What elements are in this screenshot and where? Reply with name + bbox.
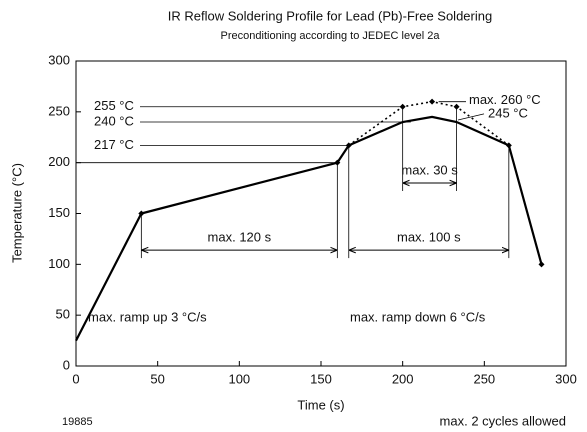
y-tick-label: 250 bbox=[48, 103, 70, 118]
note: max. ramp up 3 °C/s bbox=[88, 309, 207, 324]
reference-label: 217 °C bbox=[94, 137, 134, 152]
data-point bbox=[334, 159, 341, 166]
note: max. ramp down 6 °C/s bbox=[350, 309, 486, 324]
data-point bbox=[138, 210, 145, 217]
y-tick-label: 50 bbox=[56, 307, 70, 322]
dimension-label: max. 30 s bbox=[401, 162, 458, 177]
chart-subtitle: Preconditioning according to JEDEC level… bbox=[221, 30, 441, 42]
profile-line bbox=[75, 115, 543, 342]
peak-label: max. 260 °C bbox=[469, 92, 541, 107]
x-tick-label: 0 bbox=[72, 371, 79, 386]
footnote: max. 2 cycles allowed bbox=[440, 413, 566, 428]
y-tick-label: 100 bbox=[48, 256, 70, 271]
y-axis-label: Temperature (°C) bbox=[9, 163, 24, 263]
x-tick-label: 200 bbox=[392, 371, 414, 386]
x-tick-label: 250 bbox=[473, 371, 495, 386]
x-tick-label: 100 bbox=[228, 371, 250, 386]
peak-leader bbox=[457, 113, 485, 121]
profile-line bbox=[348, 100, 510, 147]
data-point bbox=[345, 142, 352, 149]
reference-label: 240 °C bbox=[94, 113, 134, 128]
dimension-label: max. 120 s bbox=[208, 230, 272, 245]
y-tick-label: 200 bbox=[48, 154, 70, 169]
data-point bbox=[399, 103, 406, 110]
x-tick-label: 150 bbox=[310, 371, 332, 386]
data-point bbox=[453, 103, 460, 110]
x-tick-label: 50 bbox=[150, 371, 164, 386]
data-point bbox=[429, 98, 436, 105]
y-tick-label: 150 bbox=[48, 205, 70, 220]
dimension-label: max. 100 s bbox=[397, 230, 461, 245]
x-tick-label: 300 bbox=[555, 371, 577, 386]
y-tick-label: 300 bbox=[48, 52, 70, 67]
data-point bbox=[505, 142, 512, 149]
y-tick-label: 0 bbox=[63, 357, 70, 372]
x-axis-label: Time (s) bbox=[297, 397, 344, 412]
peak-label: 245 °C bbox=[488, 105, 528, 120]
chart-title: IR Reflow Soldering Profile for Lead (Pb… bbox=[168, 8, 492, 23]
data-point bbox=[538, 261, 545, 268]
reference-label: 255 °C bbox=[94, 98, 134, 113]
figure-id: 19885 bbox=[62, 416, 93, 428]
